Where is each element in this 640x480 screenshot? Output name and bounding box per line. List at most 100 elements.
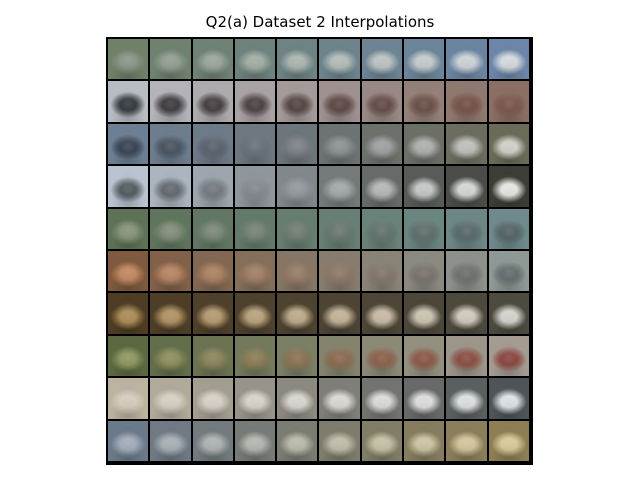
interpolation-tile xyxy=(488,420,529,461)
interpolation-tile xyxy=(234,250,276,292)
interpolation-tile xyxy=(234,293,276,334)
interpolation-tile xyxy=(404,420,445,461)
interpolation-tile xyxy=(404,335,445,377)
interpolation-tile xyxy=(361,123,403,165)
interpolation-tile xyxy=(488,208,529,249)
interpolation-tile xyxy=(361,208,403,249)
interpolation-tile xyxy=(108,166,149,207)
interpolation-tile xyxy=(108,81,149,122)
interpolation-tile xyxy=(192,39,233,80)
interpolation-tile xyxy=(192,420,233,461)
interpolation-tile xyxy=(192,250,233,292)
interpolation-tile xyxy=(488,39,529,80)
interpolation-tile xyxy=(277,166,318,207)
interpolation-tile xyxy=(108,335,149,377)
interpolation-tile xyxy=(234,39,276,80)
interpolation-tile xyxy=(404,81,445,122)
interpolation-tile xyxy=(150,250,191,292)
interpolation-tile xyxy=(446,293,487,334)
interpolation-tile xyxy=(108,420,149,461)
interpolation-tile xyxy=(150,378,191,419)
interpolation-tile xyxy=(108,123,149,165)
interpolation-tile xyxy=(319,420,360,461)
interpolation-tile xyxy=(150,39,191,80)
interpolation-tile xyxy=(319,208,360,249)
interpolation-tile xyxy=(192,123,233,165)
interpolation-tile xyxy=(404,293,445,334)
interpolation-tile xyxy=(192,293,233,334)
interpolation-tile xyxy=(404,378,445,419)
interpolation-tile xyxy=(488,81,529,122)
interpolation-tile xyxy=(192,335,233,377)
interpolation-tile xyxy=(446,378,487,419)
interpolation-tile xyxy=(150,123,191,165)
interpolation-tile xyxy=(488,123,529,165)
interpolation-tile xyxy=(277,39,318,80)
interpolation-tile xyxy=(404,250,445,292)
interpolation-tile xyxy=(361,293,403,334)
interpolation-tile xyxy=(446,250,487,292)
interpolation-tile xyxy=(108,378,149,419)
interpolation-tile xyxy=(361,378,403,419)
interpolation-grid xyxy=(106,37,533,465)
interpolation-tile xyxy=(150,335,191,377)
interpolation-tile xyxy=(108,39,149,80)
interpolation-tile xyxy=(361,81,403,122)
figure-title: Q2(a) Dataset 2 Interpolations xyxy=(205,13,435,31)
interpolation-tile xyxy=(488,378,529,419)
interpolation-tile xyxy=(446,123,487,165)
interpolation-tile xyxy=(150,293,191,334)
interpolation-tile xyxy=(488,293,529,334)
interpolation-tile xyxy=(234,420,276,461)
interpolation-tile xyxy=(277,81,318,122)
interpolation-tile xyxy=(277,208,318,249)
interpolation-tile xyxy=(361,420,403,461)
interpolation-tile xyxy=(319,293,360,334)
interpolation-tile xyxy=(234,123,276,165)
interpolation-tile xyxy=(192,378,233,419)
interpolation-tile xyxy=(446,335,487,377)
interpolation-tile xyxy=(108,250,149,292)
interpolation-tile xyxy=(404,39,445,80)
interpolation-tile xyxy=(277,420,318,461)
interpolation-tile xyxy=(319,166,360,207)
interpolation-tile xyxy=(319,378,360,419)
interpolation-tile xyxy=(404,123,445,165)
interpolation-tile xyxy=(150,166,191,207)
interpolation-tile xyxy=(488,166,529,207)
interpolation-tile xyxy=(361,39,403,80)
interpolation-tile xyxy=(319,81,360,122)
interpolation-tile xyxy=(234,208,276,249)
interpolation-tile xyxy=(319,335,360,377)
interpolation-tile xyxy=(446,81,487,122)
interpolation-tile xyxy=(192,166,233,207)
interpolation-tile xyxy=(234,81,276,122)
interpolation-tile xyxy=(150,420,191,461)
interpolation-tile xyxy=(277,378,318,419)
interpolation-tile xyxy=(108,293,149,334)
interpolation-tile xyxy=(319,123,360,165)
interpolation-tile xyxy=(361,250,403,292)
interpolation-tile xyxy=(488,250,529,292)
interpolation-tile xyxy=(234,335,276,377)
interpolation-tile xyxy=(234,378,276,419)
interpolation-tile xyxy=(150,81,191,122)
interpolation-tile xyxy=(404,208,445,249)
interpolation-tile xyxy=(446,208,487,249)
interpolation-tile xyxy=(446,166,487,207)
interpolation-tile xyxy=(277,250,318,292)
interpolation-tile xyxy=(319,250,360,292)
interpolation-tile xyxy=(446,39,487,80)
interpolation-tile xyxy=(108,208,149,249)
interpolation-tile xyxy=(277,293,318,334)
interpolation-tile xyxy=(192,81,233,122)
interpolation-tile xyxy=(446,420,487,461)
interpolation-tile xyxy=(404,166,445,207)
interpolation-tile xyxy=(234,166,276,207)
interpolation-tile xyxy=(361,335,403,377)
interpolation-tile xyxy=(150,208,191,249)
interpolation-tile xyxy=(192,208,233,249)
interpolation-tile xyxy=(361,166,403,207)
interpolation-tile xyxy=(277,123,318,165)
interpolation-tile xyxy=(488,335,529,377)
